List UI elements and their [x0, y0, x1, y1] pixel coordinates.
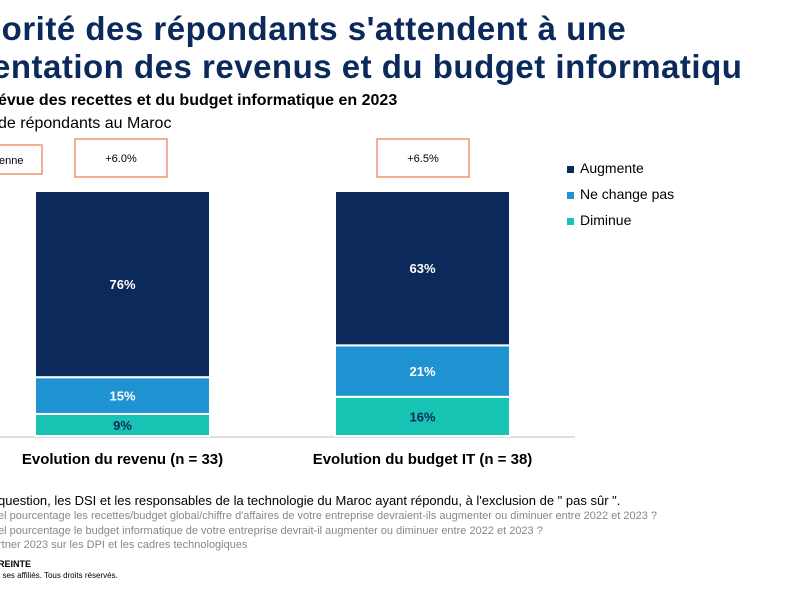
confidential-label: REINTE [0, 559, 32, 569]
data-label-diminue-1: 9% [113, 418, 132, 433]
average-value-1: +6.0% [105, 153, 137, 165]
legend-label-augmente: Augmente [580, 160, 644, 176]
data-label-ne-change-pas-1: 15% [109, 389, 135, 404]
copyright-text: t ses affiliés. Tous droits réservés. [0, 571, 118, 580]
chart-unit-label: de répondants au Maroc [0, 115, 172, 132]
bar-segment-diminue-2 [334, 395, 511, 437]
average-label-text: enne [0, 155, 23, 167]
legend-swatch-augmente [567, 165, 574, 173]
bar-segment-ne-change-pas-2 [334, 344, 511, 398]
legend-swatch-ne-change-pas [567, 191, 574, 199]
data-label-ne-change-pas-2: 21% [409, 364, 435, 379]
footnote-question-1: el pourcentage les recettes/budget globa… [0, 510, 658, 522]
footnote-note: question, les DSI et les responsables de… [0, 493, 621, 508]
legend-swatch-diminue [567, 217, 574, 225]
stacked-bar-chart: enne 9% 15% 76% +6.0% Evolution du revenu (n … [0, 138, 575, 468]
average-value-2: +6.5% [407, 153, 439, 165]
chart-subtitle: évue des recettes et du budget informati… [0, 92, 398, 109]
legend-label-ne-change-pas: Ne change pas [580, 186, 675, 202]
footnote-source: rtner 2023 sur les DPI et les cadres tec… [0, 539, 248, 551]
data-label-augmente-2: 63% [409, 261, 435, 276]
page-title-line-1: jorité des répondants s'attendent à une [0, 10, 627, 47]
data-label-augmente-1: 76% [109, 277, 135, 292]
average-label-box [0, 144, 43, 175]
data-label-diminue-2: 16% [409, 409, 435, 424]
average-box-2 [376, 138, 470, 178]
legend-item-augmente: Augmente [567, 160, 644, 176]
category-label-1: Evolution du revenu (n = 33) [22, 451, 223, 468]
page-title-line-2: entation des revenus et du budget inform… [0, 48, 743, 85]
footnote-question-2: el pourcentage le budget informatique de… [0, 525, 543, 537]
bar-segment-augmente-2 [334, 190, 511, 347]
category-label-2: Evolution du budget IT (n = 38) [313, 451, 533, 468]
legend-label-diminue: Diminue [580, 212, 632, 228]
legend-item-diminue: Diminue [567, 212, 631, 228]
bar-segment-augmente-1 [34, 190, 211, 379]
legend-item-ne-change-pas: Ne change pas [567, 186, 674, 202]
average-box-1 [74, 138, 168, 178]
